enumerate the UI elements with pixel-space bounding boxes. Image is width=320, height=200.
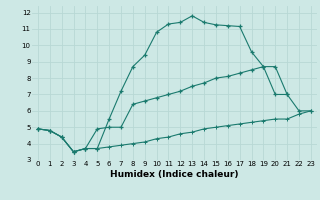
X-axis label: Humidex (Indice chaleur): Humidex (Indice chaleur) [110,170,239,179]
